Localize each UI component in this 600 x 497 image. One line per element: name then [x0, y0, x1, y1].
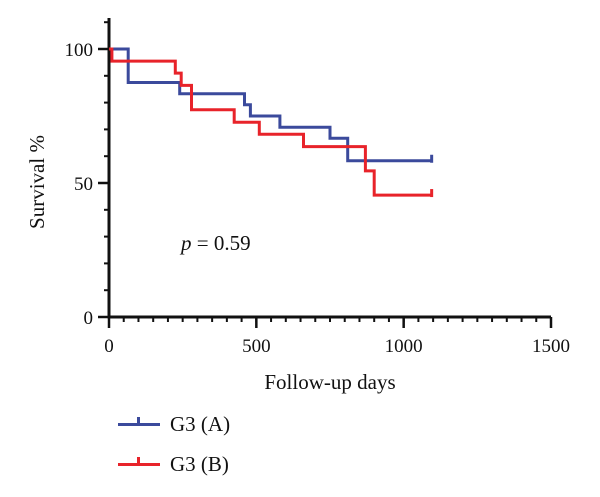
x-tick-label: 1000 [385, 336, 423, 357]
legend: G3 (A) G3 (B) [118, 404, 230, 484]
y-tick-label: 0 [84, 308, 94, 329]
legend-label-b: G3 (B) [170, 451, 229, 476]
series-line-a [109, 47, 432, 163]
series-line-b [109, 47, 432, 197]
x-axis-title: Follow-up days [264, 370, 395, 394]
x-tick-label: 0 [104, 336, 114, 357]
legend-item-b: G3 (B) [118, 444, 230, 484]
p-value-text: = 0.59 [192, 231, 251, 255]
legend-swatch-a [118, 414, 160, 434]
legend-swatch-b [118, 454, 160, 474]
x-tick-label: 1500 [532, 336, 570, 357]
p-value-symbol: p [179, 231, 192, 255]
legend-label-a: G3 (A) [170, 411, 231, 436]
series-layer [109, 47, 434, 198]
legend-item-a: G3 (A) [118, 404, 230, 444]
p-value-annotation: p = 0.59 [179, 231, 251, 255]
x-tick-label: 500 [242, 336, 271, 357]
y-tick-label: 100 [65, 40, 94, 61]
y-axis-title: Survival % [25, 135, 49, 229]
legend-censor-tick-b [137, 457, 140, 466]
legend-censor-tick-a [137, 417, 140, 426]
y-tick-label: 50 [74, 174, 93, 195]
